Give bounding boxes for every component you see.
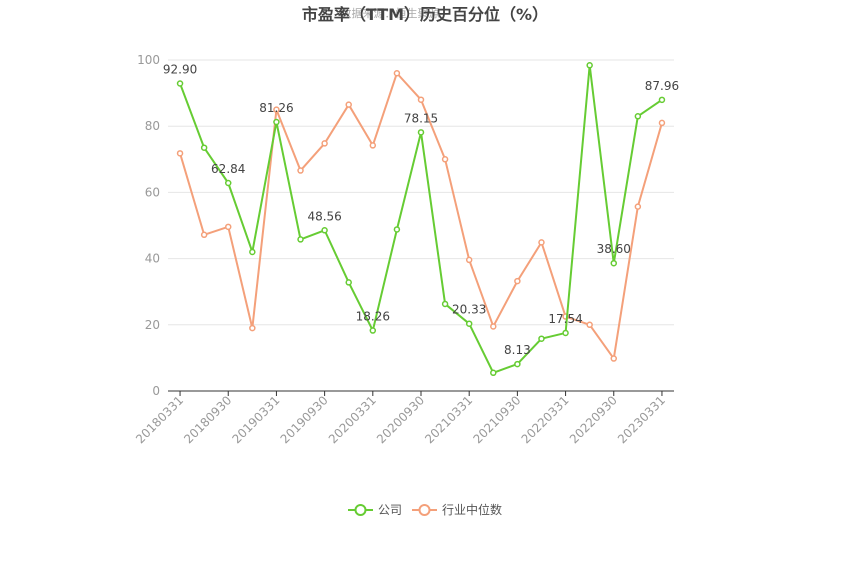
data-point [465,256,473,264]
data-point [345,101,352,108]
data-point [297,167,304,174]
data-label: 87.96 [645,79,679,93]
data-point [176,80,184,87]
data-point [490,323,497,330]
legend-label: 行业中位数 [442,502,502,517]
data-point [200,231,208,239]
data-point [586,62,593,69]
data-point [586,321,593,329]
data-point [538,335,545,342]
legend-item-company[interactable]: 公司 [348,503,402,517]
legend-marker [418,504,431,516]
data-point [393,226,401,233]
watermark-text: 数据来源：恒生聚源 [341,6,440,20]
data-label: 17.54 [548,312,582,326]
data-label: 81.26 [259,101,293,115]
legend-item-industry-median[interactable]: 行业中位数 [412,502,502,517]
data-point [297,236,304,243]
y-tick-label: 0 [152,384,160,398]
data-point [514,277,521,285]
data-label: 18.26 [356,310,390,324]
x-tick-label: 20210930 [470,393,523,446]
data-point [345,279,352,286]
series-industry-median [176,69,666,362]
data-label: 92.90 [163,63,197,77]
data-point [490,369,497,377]
x-tick-label: 20210331 [422,393,475,446]
series-company [176,62,666,377]
data-point [224,179,232,187]
series-layer [176,62,666,377]
data-point [658,119,666,127]
x-tick-label: 20190331 [229,393,282,446]
legend[interactable]: 公司 行业中位数 [348,502,502,517]
data-label: 48.56 [307,209,341,223]
data-point [514,360,521,368]
y-tick-label: 100 [137,53,160,67]
x-tick-label: 20220331 [519,393,572,446]
data-point [610,355,618,362]
data-label: 62.84 [211,162,245,176]
data-label: 20.33 [452,303,486,317]
data-point [562,329,569,337]
x-tick-label: 20180930 [181,393,234,446]
data-point [610,259,618,267]
data-point [393,69,401,77]
data-point [321,140,328,147]
data-label: 38.60 [597,242,631,256]
data-point [441,300,449,308]
data-label: 78.15 [404,111,438,125]
data-point [321,227,328,234]
x-tick-label: 20220930 [567,393,620,446]
data-point [369,142,377,149]
data-point [634,113,642,120]
data-point [224,223,232,231]
data-point [417,129,425,136]
data-point [441,156,449,163]
data-point [417,96,425,103]
data-point [249,248,256,256]
x-tick-label: 20200331 [326,393,379,446]
y-tick-label: 20 [145,318,160,332]
data-point [465,320,473,327]
data-point [273,118,280,126]
x-tick-label: 20200930 [374,393,427,446]
data-point [273,106,280,113]
data-label: 8.13 [504,343,531,357]
legend-marker [354,504,367,516]
data-point [658,96,666,104]
data-labels: 92.90 62.84 81.26 48.56 18.26 78.15 20.33 8.13 1… [163,63,679,358]
data-point [200,144,208,151]
data-point [634,203,642,210]
watermark: 数据来源：恒生聚源 [341,6,440,20]
x-tick-label: 20230331 [615,393,668,446]
data-point [249,324,256,332]
x-tick-label: 20180331 [133,393,186,446]
data-point [369,327,377,334]
chart-title: 市盈率（TTM）历史百分位（%） [302,5,548,24]
y-tick-label: 60 [145,185,160,199]
legend-label: 公司 [378,503,402,517]
y-tick-label: 40 [145,252,160,266]
data-point [176,150,184,157]
x-tick-label: 20190930 [278,393,331,446]
data-point [538,239,545,246]
y-tick-label: 80 [145,119,160,133]
